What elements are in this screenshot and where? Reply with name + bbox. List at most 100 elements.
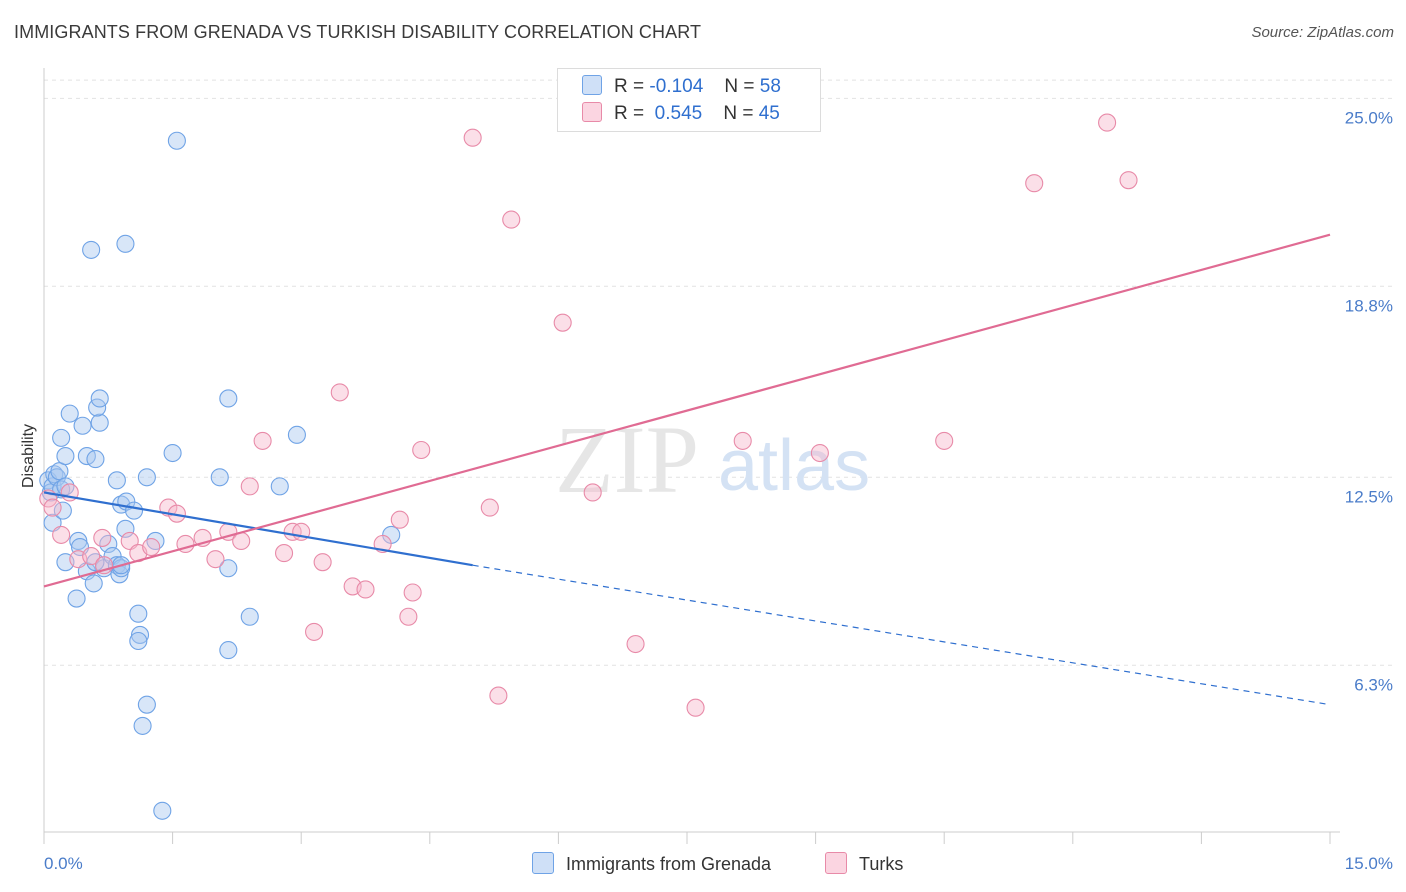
point-turks [142,537,161,557]
y-tick-label: 18.8% [1345,296,1393,315]
point-turks [463,128,482,147]
legend-r-value: -0.104 [649,76,704,97]
bottom-legend-grenada: Immigrants from Grenada [532,852,771,875]
point-grenada [73,416,92,435]
legend-n-value: 45 [758,103,780,124]
point-turks [313,553,332,572]
point-grenada [67,589,86,608]
legend-swatch-turks [582,102,602,122]
point-grenada [133,716,152,735]
point-grenada [219,641,238,660]
point-turks [93,528,112,547]
point-turks [390,510,409,529]
point-grenada [153,801,172,820]
point-grenada [116,234,135,253]
point-turks [810,443,829,463]
point-grenada [129,631,148,651]
point-grenada [167,131,186,150]
correlation-legend: R = -0.104 N = 58 R = 0.545 N = 45 [557,68,821,132]
point-turks [330,383,349,402]
point-turks [626,634,645,654]
point-turks [502,210,521,229]
x-tick-labels: 0.0% 15.0% [44,854,1393,873]
point-grenada [90,389,109,408]
x-tick-label: 15.0% [1345,854,1393,873]
legend-row-grenada: R = -0.104 N = 58 [582,75,781,99]
point-grenada [240,607,259,626]
y-tick-labels: 6.3% 12.5% 18.8% 25.0% [1345,108,1393,694]
point-grenada [219,559,238,578]
point-grenada [56,447,75,466]
point-grenada [116,519,135,538]
point-grenada [60,404,79,423]
point-turks [733,431,752,450]
point-grenada [270,477,289,496]
legend-r-label: R = [614,103,645,124]
y-tick-label: 6.3% [1354,675,1393,694]
point-grenada [163,443,182,463]
y-axis-title: Disability [20,424,37,488]
point-grenada [124,501,144,520]
legend-n-value: 58 [759,76,781,97]
data-points [39,113,1138,820]
source-credit: Source: ZipAtlas.com [1251,24,1394,41]
x-ticks [43,832,1331,844]
point-grenada [52,428,71,447]
point-turks [206,550,225,569]
point-turks [403,583,422,602]
bottom-legend-swatch-grenada [532,852,554,874]
grid-lines [44,79,1396,666]
chart-title: IMMIGRANTS FROM GRENADA VS TURKISH DISAB… [14,22,702,42]
point-grenada [129,604,148,623]
bottom-legend-label: Immigrants from Grenada [566,854,772,874]
point-turks [82,547,101,566]
point-turks [583,483,602,502]
point-grenada [219,389,238,408]
point-turks [489,686,508,705]
legend-row-turks: R = 0.545 N = 45 [582,102,780,126]
point-turks [480,498,499,517]
point-turks [935,431,954,450]
point-turks [1025,174,1044,193]
legend-r-label: R = [614,76,645,97]
point-turks [356,580,375,599]
point-turks [305,622,324,641]
point-turks [553,313,572,332]
point-grenada [84,574,103,593]
point-grenada [50,462,69,481]
point-turks [686,698,705,717]
y-tick-label: 12.5% [1345,487,1393,506]
point-turks [1098,113,1117,132]
point-turks [253,431,272,450]
x-tick-label: 0.0% [44,854,83,873]
point-grenada [69,531,88,551]
point-grenada [130,625,150,644]
point-turks [275,544,294,563]
bottom-legend-swatch-turks [825,852,847,874]
point-grenada [137,468,156,487]
point-grenada [86,450,105,469]
point-grenada [107,471,126,490]
trend-lines [43,233,1331,706]
point-turks [43,498,62,517]
point-grenada [90,413,109,432]
y-tick-label: 25.0% [1345,108,1393,127]
point-grenada [287,425,306,444]
point-turks [52,525,71,544]
trend-line-grenada-extrapolated [472,564,1331,706]
point-grenada [210,468,229,487]
watermark-zip: ZIP [555,406,699,513]
legend-n-label: N = [724,76,755,97]
point-turks [240,477,259,496]
point-turks [1119,171,1138,190]
legend-r-value: 0.545 [654,103,703,124]
bottom-legend-label: Turks [859,854,904,874]
legend-swatch-grenada [582,75,602,95]
point-turks [412,440,431,460]
point-grenada [45,465,64,484]
watermark: ZIP atlas [555,406,870,513]
legend-n-label: N = [723,103,754,124]
point-turks [399,607,418,626]
bottom-legend-turks: Turks [825,852,903,875]
